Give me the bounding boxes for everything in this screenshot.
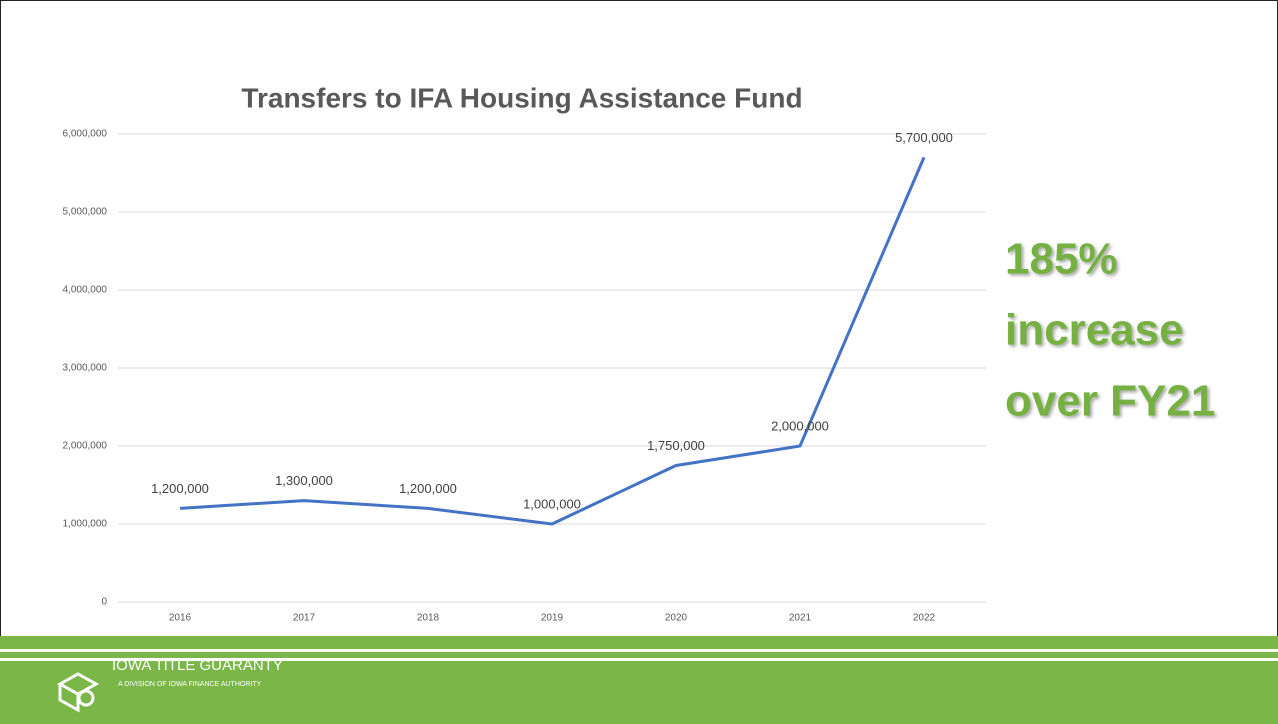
logo-icon [56, 672, 100, 713]
data-label: 5,700,000 [895, 130, 953, 145]
brand-subtitle: A DIVISION OF IOWA FINANCE AUTHORITY [118, 681, 262, 688]
y-tick-label: 5,000,000 [63, 207, 108, 218]
chart-title: Transfers to IFA Housing Assistance Fund [241, 82, 802, 113]
data-label: 1,200,000 [151, 481, 209, 496]
y-tick-label: 6,000,000 [63, 129, 108, 140]
annotation: 185% increase over FY21 [1005, 235, 1215, 426]
x-tick-label: 2016 [169, 613, 192, 624]
annotation-line: 185% [1005, 235, 1118, 284]
annotation-line: over FY21 [1005, 377, 1215, 426]
y-tick-label: 4,000,000 [63, 285, 108, 296]
x-tick-label: 2020 [665, 613, 688, 624]
x-tick-label: 2018 [417, 613, 440, 624]
annotation-line: increase [1005, 306, 1184, 355]
x-tick-label: 2019 [541, 613, 564, 624]
x-tick-label: 2022 [913, 613, 936, 624]
data-label: 1,000,000 [523, 496, 581, 511]
line [179, 156, 926, 526]
data-label: 1,750,000 [647, 438, 705, 453]
y-tick-label: 2,000,000 [63, 441, 108, 452]
footer-stripe [0, 658, 1278, 661]
x-tick-label: 2017 [293, 613, 316, 624]
data-label: 1,300,000 [275, 473, 333, 488]
data-label: 2,000,000 [771, 418, 829, 433]
footer-stripe [0, 649, 1278, 652]
x-tick-label: 2021 [789, 613, 812, 624]
y-tick-label: 1,000,000 [63, 519, 108, 530]
y-tick-label: 3,000,000 [63, 363, 108, 374]
y-tick-label: 0 [101, 597, 107, 608]
data-label: 1,200,000 [399, 481, 457, 496]
brand: IOWA TITLE GUARANTY [112, 657, 283, 674]
